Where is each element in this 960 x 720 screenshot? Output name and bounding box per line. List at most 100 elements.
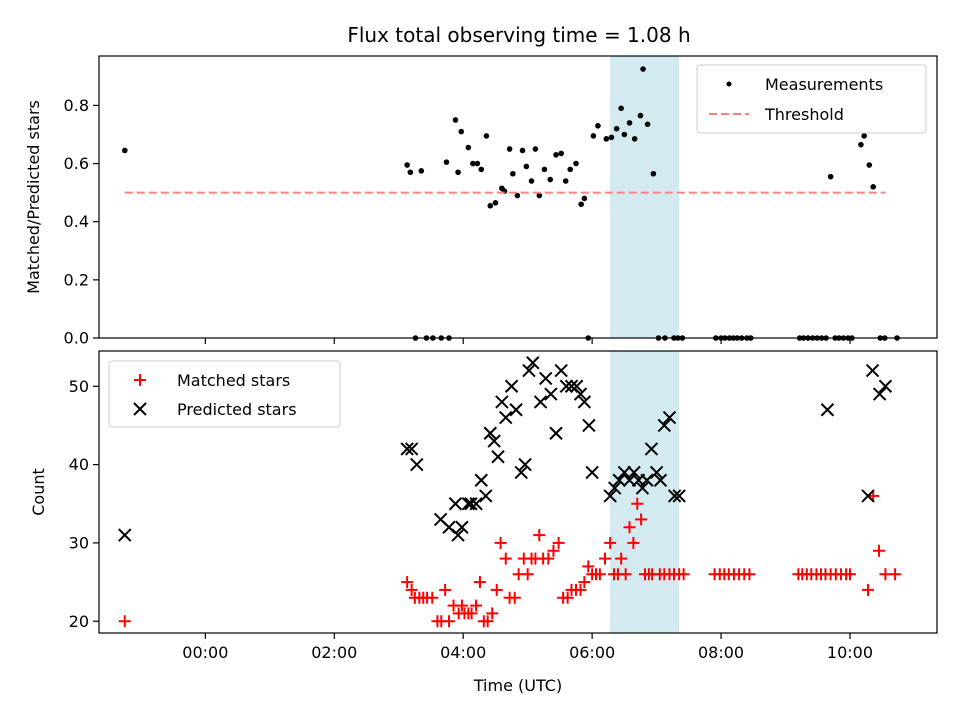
matched-stars-point: [578, 576, 591, 589]
predicted-stars-point: [491, 450, 505, 464]
matched-stars-point: [631, 497, 644, 510]
matched-stars-point: [635, 513, 648, 526]
matched-stars-point: [872, 544, 885, 557]
matched-stars-point: [552, 536, 565, 549]
predicted-stars-point: [455, 520, 469, 534]
predicted-stars-point: [635, 481, 650, 495]
predicted-stars-point: [627, 465, 641, 480]
matched-stars-point: [508, 591, 521, 604]
measurements-point: [407, 169, 414, 176]
predicted-stars-point: [672, 489, 686, 503]
measurements-point: [458, 128, 465, 135]
matched-stars-point: [443, 615, 456, 628]
x-axis-label: Time (UTC): [473, 676, 562, 695]
predicted-stars-point: [499, 410, 513, 425]
predicted-stars-point: [653, 473, 668, 487]
predicted-stars-point: [612, 473, 626, 487]
measurements-point: [861, 133, 867, 139]
measurements-point: [547, 176, 554, 183]
measurements-point: [404, 162, 410, 168]
predicted-stars-point: [585, 465, 599, 480]
matched-stars-point: [494, 536, 507, 549]
top-ytick-label: 0.4: [64, 212, 89, 231]
xtick-label: 08:00: [698, 643, 744, 662]
matched-stars-point: [118, 615, 131, 628]
predicted-stars-point: [487, 434, 501, 448]
matched-stars-point: [499, 552, 512, 565]
xtick-label: 10:00: [827, 643, 873, 662]
measurements-point: [553, 152, 559, 158]
measurements-point: [613, 125, 620, 132]
measurements-point: [858, 141, 864, 148]
measurements-point: [650, 170, 657, 177]
measurements-point: [523, 163, 530, 170]
legend-matched-label: Matched stars: [177, 371, 290, 390]
measurements-point: [470, 160, 476, 167]
xtick-label: 00:00: [182, 643, 228, 662]
measurements-point: [558, 150, 564, 157]
measurements-point: [640, 66, 646, 72]
predicted-stars-point: [644, 442, 659, 456]
predicted-stars-point: [649, 465, 664, 480]
bottom-y-axis-label: Count: [29, 468, 48, 516]
measurements-point: [866, 162, 873, 168]
predicted-stars-point: [474, 473, 488, 487]
matched-stars-point: [862, 583, 875, 596]
measurements-point: [483, 133, 490, 139]
measurements-point: [621, 131, 628, 138]
measurements-point: [455, 169, 461, 176]
predicted-stars-point: [872, 387, 887, 401]
legend-measurements-label: Measurements: [765, 75, 883, 94]
measurements-point: [478, 166, 485, 173]
matched-stars-point: [481, 615, 494, 628]
predicted-stars-point: [573, 387, 588, 401]
measurements-point: [590, 133, 597, 139]
predicted-stars-point: [662, 410, 677, 425]
top-panel: 0.00.20.40.60.8 Matched/Predicted stars …: [24, 55, 938, 348]
predicted-stars-point: [820, 403, 835, 417]
figure-title: Flux total observing time = 1.08 h: [347, 23, 690, 47]
predicted-stars-point: [504, 379, 519, 393]
predicted-stars-point: [469, 497, 483, 511]
predicted-stars-point: [640, 473, 654, 487]
legend-predicted-label: Predicted stars: [177, 400, 297, 419]
bottom-legend: Matched stars Predicted stars: [108, 360, 341, 428]
measurements-point: [581, 195, 588, 202]
measurements-point: [595, 122, 601, 129]
measurements-point: [492, 200, 499, 206]
bottom-ytick-label: 20: [69, 612, 89, 631]
measurements-point: [603, 136, 610, 142]
predicted-stars-point: [549, 426, 563, 440]
bottom-ytick-label: 30: [69, 533, 89, 552]
measurements-point: [644, 121, 651, 128]
measurements-point: [541, 166, 548, 173]
predicted-stars-point: [577, 395, 592, 409]
measurements-point: [465, 144, 472, 151]
measurements-point: [567, 166, 574, 173]
matched-stars-point: [889, 568, 902, 581]
matched-stars-point: [542, 552, 555, 565]
measurements-point: [510, 170, 516, 177]
predicted-stars-point: [657, 418, 672, 433]
matched-stars-point: [547, 544, 560, 557]
measurements-point: [452, 117, 459, 123]
matched-stars-point: [465, 607, 478, 620]
measurements-point: [443, 159, 450, 165]
measurements-point: [121, 147, 128, 154]
legend-threshold-label: Threshold: [764, 105, 844, 124]
matched-stars-point: [677, 568, 690, 581]
bottom-axes-frame: [98, 350, 938, 634]
matched-stars-point: [426, 591, 439, 604]
matched-stars-point: [593, 568, 606, 581]
bottom-shaded-region: [610, 351, 680, 633]
predicted-stars-point: [569, 379, 584, 393]
top-shaded-region: [610, 56, 680, 338]
measurements-point: [514, 192, 521, 199]
measurements-point: [528, 178, 535, 184]
measurements-point: [506, 146, 513, 152]
predicted-stars-point: [483, 426, 497, 440]
xtick-label: 04:00: [440, 643, 486, 662]
predicted-stars-point: [526, 356, 540, 370]
measurements-point: [573, 160, 579, 167]
